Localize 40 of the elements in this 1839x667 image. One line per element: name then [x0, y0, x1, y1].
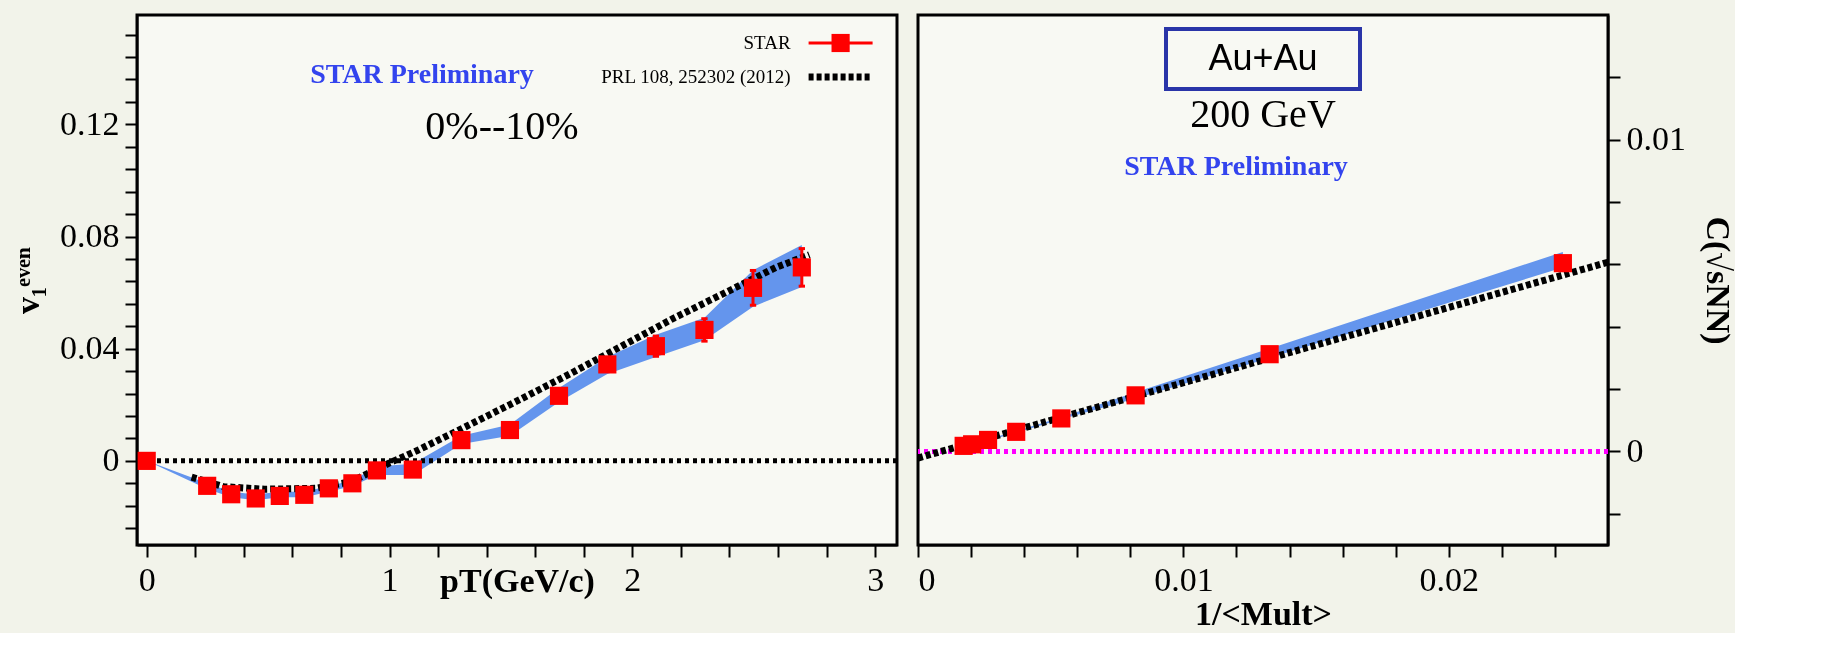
- x-tick-label: 0: [918, 560, 936, 598]
- point: [598, 355, 617, 374]
- point: [295, 485, 314, 504]
- y-tick-label: 0: [102, 441, 120, 479]
- point: [452, 431, 471, 450]
- x-axis-title: pT(GeV/c): [440, 561, 595, 600]
- annotation: Au+Au: [1208, 37, 1318, 78]
- point: [246, 489, 265, 508]
- y2-axis-title: C(√sNN): [1699, 216, 1737, 345]
- x-tick-label: 3: [867, 560, 885, 598]
- point: [198, 476, 217, 495]
- legend-label: STAR: [743, 32, 791, 53]
- point: [403, 460, 422, 479]
- legend-label: PRL 108, 252302 (2012): [601, 66, 791, 88]
- y-tick-label: 0.08: [60, 217, 120, 255]
- point: [137, 451, 156, 470]
- point: [319, 479, 338, 498]
- annotation: STAR Preliminary: [1124, 150, 1348, 181]
- point: [270, 486, 289, 506]
- x-tick-label: 1: [381, 560, 399, 598]
- y2-tick-label: 0.01: [1626, 120, 1686, 158]
- point: [549, 386, 569, 405]
- point: [222, 485, 241, 504]
- y-axis-title: v₁ᵉᵛᵉⁿ: [9, 246, 46, 314]
- y2-tick-label: 0: [1626, 431, 1644, 469]
- point: [792, 258, 811, 277]
- x-tick-label: 0.02: [1419, 560, 1480, 598]
- y-tick-label: 0.12: [60, 104, 120, 142]
- point: [695, 320, 714, 339]
- point: [343, 474, 362, 493]
- point: [646, 337, 665, 356]
- annotation: 0%--10%: [425, 103, 579, 148]
- y-tick-label: 0.04: [60, 329, 120, 367]
- annotation: STAR Preliminary: [310, 58, 534, 89]
- point: [500, 420, 520, 440]
- annotation: 200 GeV: [1190, 91, 1336, 136]
- x-tick-label: 2: [624, 560, 642, 598]
- point: [367, 461, 386, 480]
- x-tick-label: 0: [138, 560, 156, 598]
- point: [743, 278, 763, 297]
